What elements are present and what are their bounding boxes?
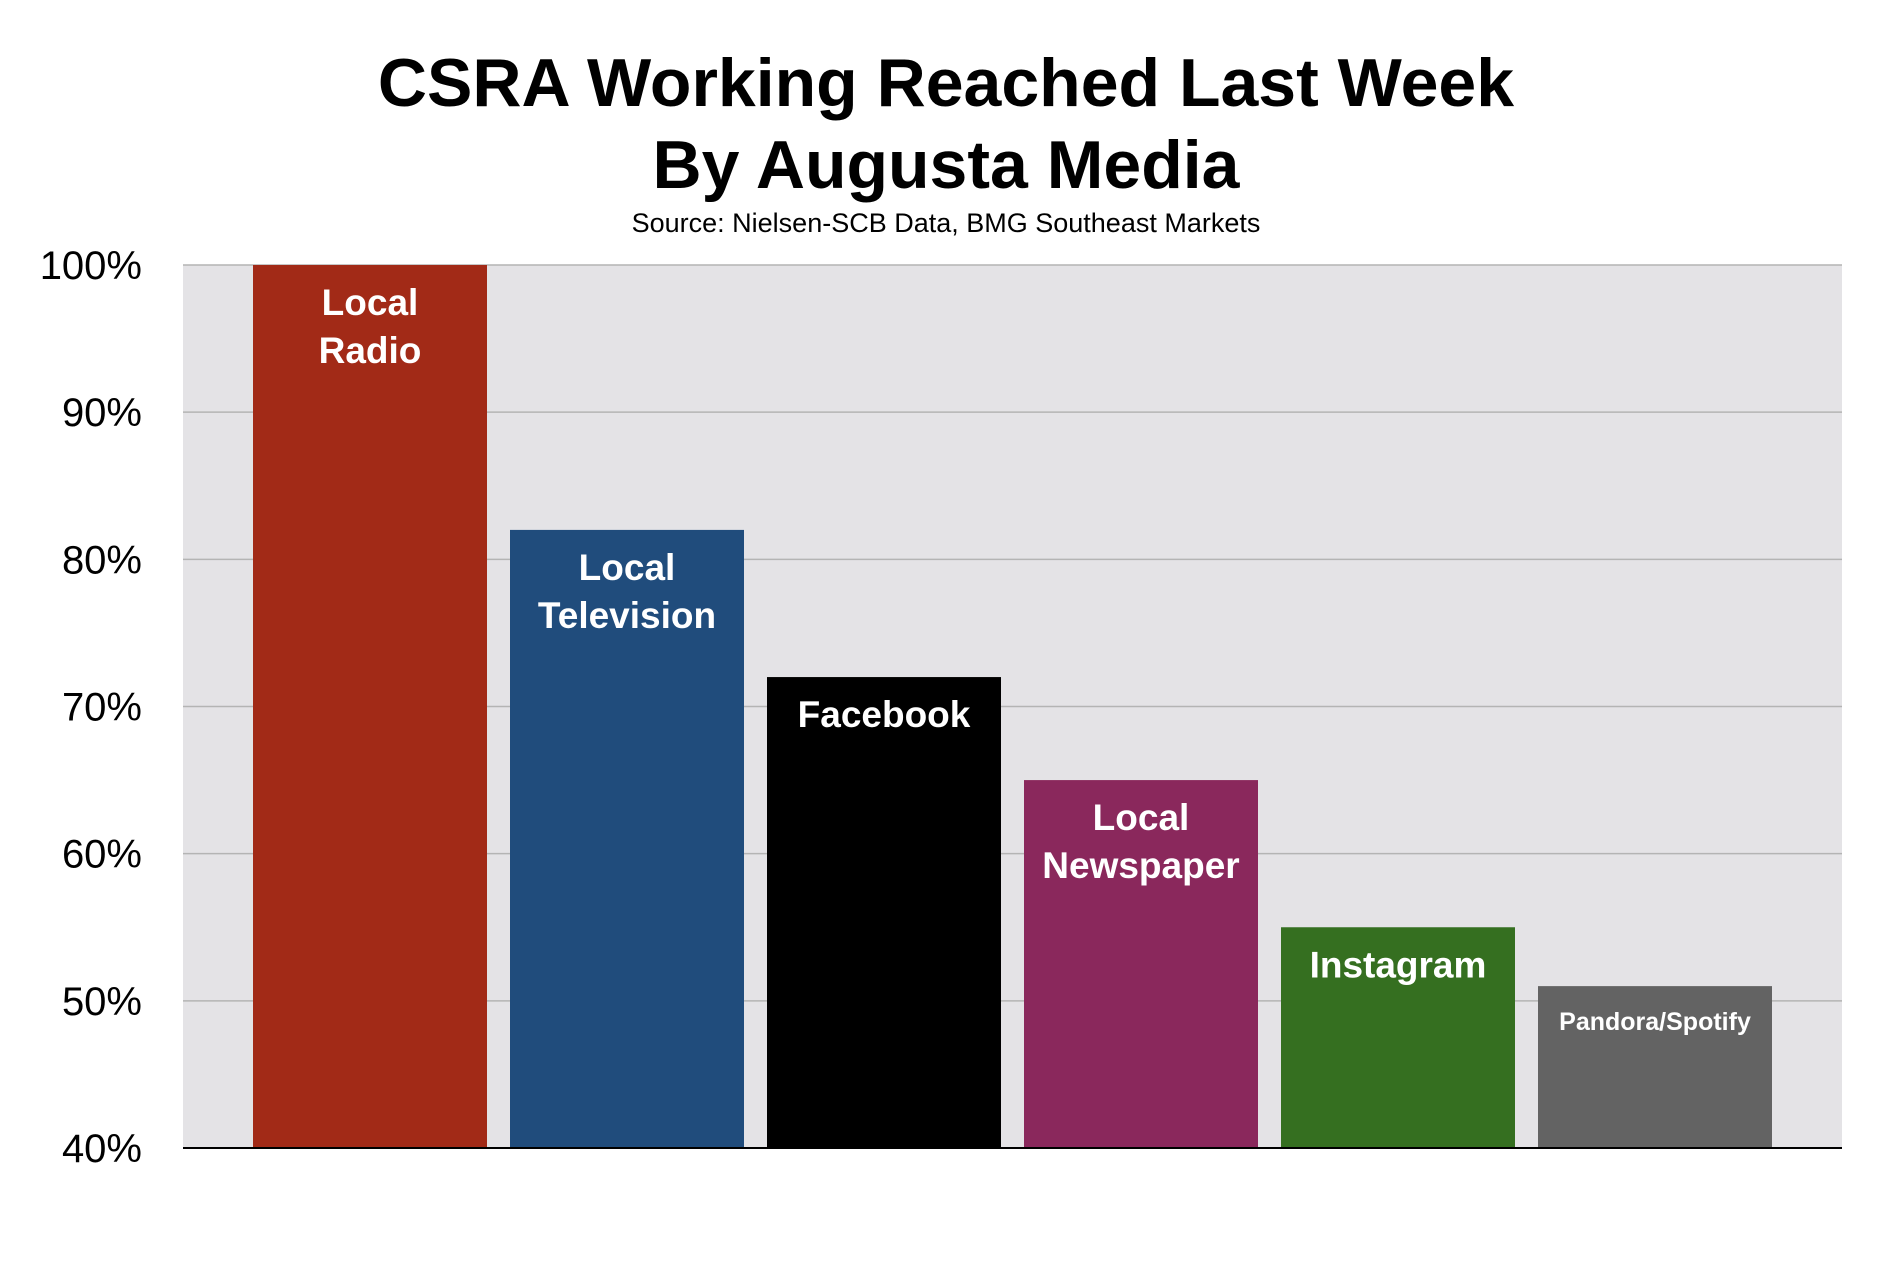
bar xyxy=(767,677,1001,1148)
bar-label: Local xyxy=(579,547,676,588)
chart-title: CSRA Working Reached Last Week By August… xyxy=(0,42,1892,206)
bar-label: Pandora/Spotify xyxy=(1559,1008,1751,1036)
bar xyxy=(1538,986,1772,1148)
y-tick-label: 100% xyxy=(40,244,142,288)
y-tick-label: 60% xyxy=(62,833,142,877)
bar-label: Local xyxy=(322,282,419,323)
bar-label: Facebook xyxy=(798,694,971,735)
chart-title-line-1: CSRA Working Reached Last Week xyxy=(377,45,1515,121)
bar-label: Radio xyxy=(319,330,422,371)
bar xyxy=(510,529,744,1148)
y-tick-label: 40% xyxy=(62,1127,142,1171)
bar-label: Instagram xyxy=(1310,944,1487,985)
bar-label: Newspaper xyxy=(1042,845,1239,886)
chart-title-line-2: By Augusta Media xyxy=(652,127,1240,203)
y-tick-label: 80% xyxy=(62,538,142,582)
bar-label: Local xyxy=(1093,797,1190,838)
y-tick-label: 50% xyxy=(62,980,142,1024)
y-tick-label: 90% xyxy=(62,391,142,435)
bar xyxy=(1024,780,1258,1148)
chart-subtitle: Source: Nielsen-SCB Data, BMG Southeast … xyxy=(631,208,1261,238)
bar xyxy=(253,265,487,1148)
y-tick-label: 70% xyxy=(62,686,142,730)
bar-label: Television xyxy=(538,595,716,636)
bar xyxy=(1281,927,1515,1148)
